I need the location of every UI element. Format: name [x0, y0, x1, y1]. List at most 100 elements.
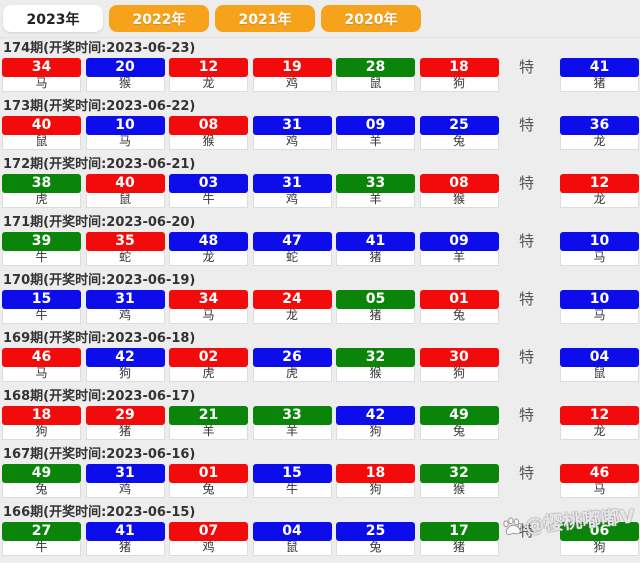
result-cell: 47 蛇 — [252, 232, 332, 266]
special-result-cell: 41 猪 — [560, 58, 639, 92]
result-cell: 02 虎 — [169, 348, 248, 382]
zodiac-label: 兔 — [169, 483, 248, 498]
zodiac-label: 猪 — [336, 309, 415, 324]
zodiac-label: 龙 — [252, 309, 332, 324]
number-ball: 03 — [169, 174, 248, 193]
result-cell: 18 狗 — [2, 406, 81, 440]
zodiac-label: 鸡 — [252, 135, 332, 150]
result-cell: 18 狗 — [419, 58, 499, 92]
draw-period: 167期 — [3, 447, 44, 462]
result-cell: 34 马 — [2, 58, 81, 92]
zodiac-label: 鸡 — [85, 309, 165, 324]
number-ball: 31 — [85, 464, 165, 483]
result-cell: 08 猴 — [169, 116, 248, 150]
number-ball: 31 — [85, 290, 165, 309]
draw-time: (开奖时间:2023-06-17) — [43, 389, 196, 404]
number-ball: 07 — [169, 522, 248, 541]
number-ball: 34 — [2, 58, 81, 77]
zodiac-label: 牛 — [252, 483, 332, 498]
number-ball: 05 — [336, 290, 415, 309]
result-cell: 29 猪 — [85, 406, 165, 440]
zodiac-label: 蛇 — [252, 251, 332, 266]
result-cell: 35 蛇 — [85, 232, 165, 266]
draw-time: (开奖时间:2023-06-21) — [43, 157, 196, 172]
draw-header: 171期(开奖时间:2023-06-20) — [3, 215, 640, 230]
zodiac-label: 虎 — [2, 193, 81, 208]
zodiac-label: 鼠 — [336, 77, 415, 92]
number-ball: 18 — [419, 58, 499, 77]
draw-header: 168期(开奖时间:2023-06-17) — [3, 389, 640, 404]
special-result-cell: 36 龙 — [560, 116, 639, 150]
special-number-ball: 10 — [560, 232, 639, 251]
result-cell: 05 猪 — [336, 290, 415, 324]
number-ball: 01 — [169, 464, 248, 483]
zodiac-label: 马 — [2, 367, 81, 382]
number-ball: 08 — [419, 174, 499, 193]
tabbar-divider — [0, 37, 640, 38]
tab-2021年[interactable]: 2021年 — [215, 5, 315, 32]
draw-header: 170期(开奖时间:2023-06-19) — [3, 273, 640, 288]
zodiac-label: 马 — [169, 309, 248, 324]
special-label: 特 — [518, 174, 534, 192]
result-cell: 09 羊 — [419, 232, 499, 266]
draw-row: 170期(开奖时间:2023-06-19) 15 牛 31 鸡 34 马 24 … — [0, 273, 640, 324]
zodiac-label: 猴 — [169, 135, 248, 150]
zodiac-label: 鸡 — [85, 483, 165, 498]
result-cell: 25 兔 — [336, 522, 415, 556]
number-ball: 41 — [85, 522, 165, 541]
zodiac-label: 狗 — [419, 77, 499, 92]
zodiac-label: 狗 — [419, 367, 499, 382]
number-ball: 30 — [419, 348, 499, 367]
special-label: 特 — [518, 58, 534, 76]
special-result-cell: 10 马 — [560, 290, 639, 324]
result-cell: 17 猪 — [419, 522, 499, 556]
draw-time: (开奖时间:2023-06-20) — [43, 215, 196, 230]
zodiac-label: 牛 — [169, 193, 248, 208]
special-zodiac-label: 马 — [560, 309, 639, 324]
result-cell: 49 兔 — [419, 406, 499, 440]
special-label: 特 — [518, 116, 534, 134]
draw-cells: 34 马 20 猴 12 龙 19 鸡 28 鼠 18 狗 特 41 猪 — [0, 58, 640, 92]
number-ball: 49 — [2, 464, 81, 483]
result-cell: 27 牛 — [2, 522, 81, 556]
draw-time: (开奖时间:2023-06-18) — [43, 331, 196, 346]
tab-2020年[interactable]: 2020年 — [321, 5, 421, 32]
number-ball: 18 — [336, 464, 415, 483]
special-zodiac-label: 龙 — [560, 135, 639, 150]
number-ball: 15 — [252, 464, 332, 483]
number-ball: 49 — [419, 406, 499, 425]
number-ball: 42 — [85, 348, 165, 367]
result-cell: 31 鸡 — [252, 116, 332, 150]
result-cell: 39 牛 — [2, 232, 81, 266]
number-ball: 09 — [336, 116, 415, 135]
zodiac-label: 狗 — [336, 483, 415, 498]
zodiac-label: 兔 — [2, 483, 81, 498]
number-ball: 20 — [85, 58, 165, 77]
zodiac-label: 马 — [2, 77, 81, 92]
tab-2022年[interactable]: 2022年 — [109, 5, 209, 32]
result-cell: 31 鸡 — [85, 290, 165, 324]
tab-2023年[interactable]: 2023年 — [3, 5, 103, 32]
special-zodiac-label: 龙 — [560, 425, 639, 440]
draw-header: 166期(开奖时间:2023-06-15) — [3, 505, 640, 520]
number-ball: 34 — [169, 290, 248, 309]
result-cell: 24 龙 — [252, 290, 332, 324]
zodiac-label: 兔 — [419, 135, 499, 150]
special-number-ball: 04 — [560, 348, 639, 367]
result-cell: 31 鸡 — [85, 464, 165, 498]
zodiac-label: 兔 — [419, 309, 499, 324]
number-ball: 19 — [252, 58, 332, 77]
draw-period: 170期 — [3, 273, 44, 288]
result-cell: 19 鸡 — [252, 58, 332, 92]
draw-time: (开奖时间:2023-06-22) — [43, 99, 196, 114]
draw-header: 174期(开奖时间:2023-06-23) — [3, 41, 640, 56]
result-cell: 46 马 — [2, 348, 81, 382]
number-ball: 47 — [252, 232, 332, 251]
number-ball: 17 — [419, 522, 499, 541]
draw-cells: 38 虎 40 鼠 03 牛 31 鸡 33 羊 08 猴 特 12 龙 — [0, 174, 640, 208]
result-cell: 01 兔 — [419, 290, 499, 324]
draw-period: 169期 — [3, 331, 44, 346]
number-ball: 21 — [169, 406, 248, 425]
special-label: 特 — [518, 522, 534, 540]
draw-row: 168期(开奖时间:2023-06-17) 18 狗 29 猪 21 羊 33 … — [0, 389, 640, 440]
